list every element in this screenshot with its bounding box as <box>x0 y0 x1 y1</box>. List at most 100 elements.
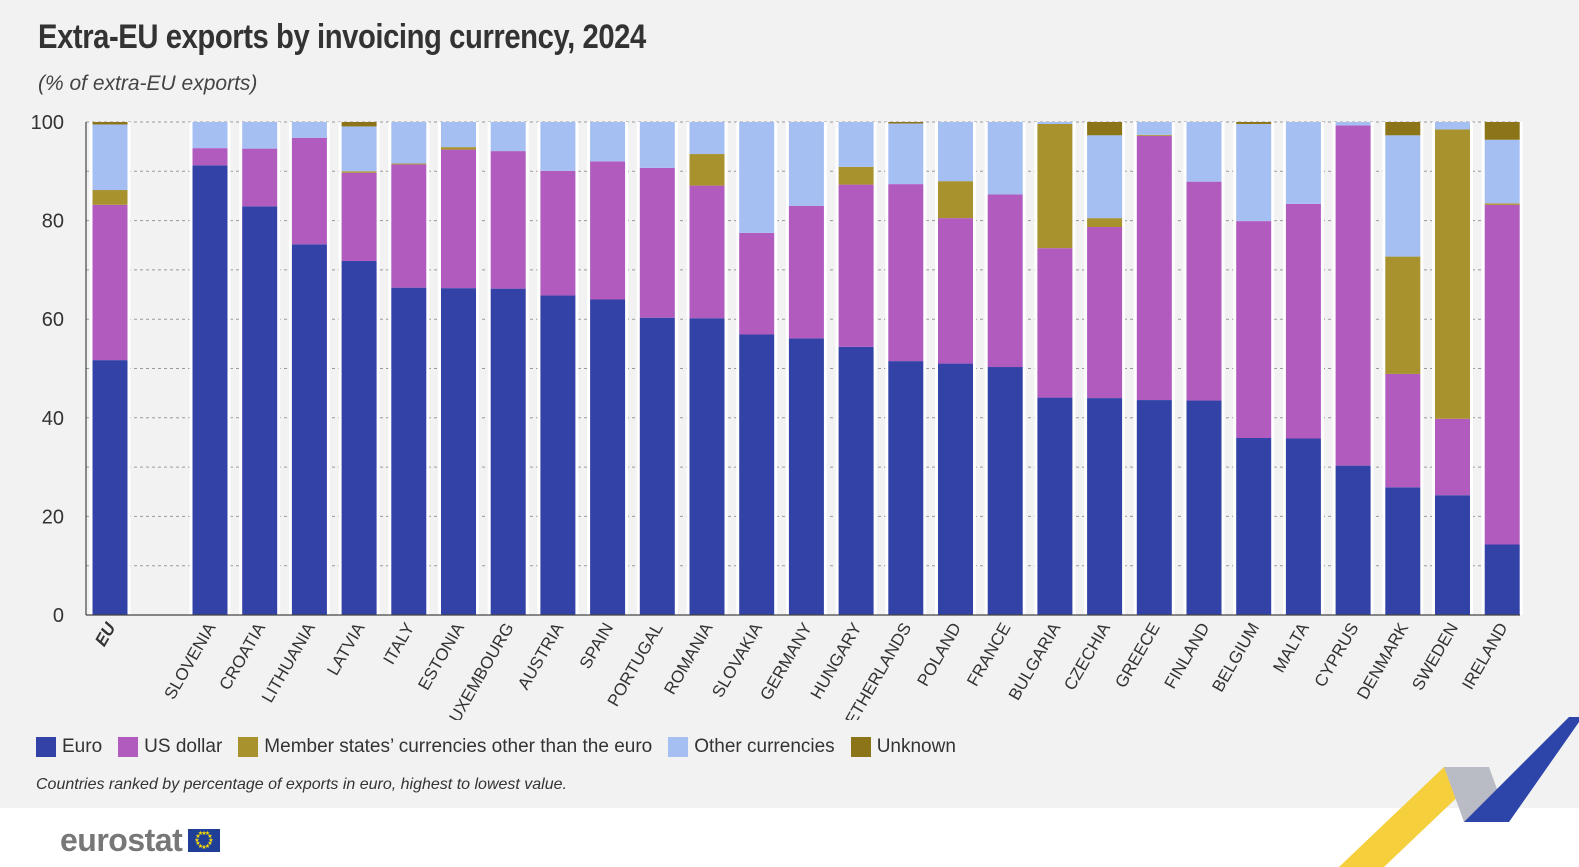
bar-segment-member-states-currencies-other-than-the-euro[interactable] <box>1136 134 1172 136</box>
bar-segment-euro[interactable] <box>1136 400 1172 615</box>
bar-segment-other-currencies[interactable] <box>1136 122 1172 135</box>
legend-item-unknown[interactable]: Unknown <box>850 736 956 758</box>
bar-segment-euro[interactable] <box>888 361 924 615</box>
bar-segment-us-dollar[interactable] <box>1435 418 1470 496</box>
bar-segment-euro[interactable] <box>341 261 377 615</box>
bar-segment-euro[interactable] <box>838 346 874 615</box>
bar-segment-euro[interactable] <box>490 288 526 615</box>
bar-segment-euro[interactable] <box>192 165 228 615</box>
bar-segment-euro[interactable] <box>1285 438 1321 615</box>
bar-segment-euro[interactable] <box>391 287 427 615</box>
bar-segment-euro[interactable] <box>788 338 824 615</box>
bar-segment-euro[interactable] <box>590 299 626 615</box>
bar-segment-other-currencies[interactable] <box>1335 122 1371 126</box>
bar-segment-other-currencies[interactable] <box>1186 122 1222 182</box>
bar-segment-unknown[interactable] <box>888 122 924 124</box>
bar-segment-member-states-currencies-other-than-the-euro[interactable] <box>938 181 973 219</box>
bar-segment-us-dollar[interactable] <box>242 148 278 207</box>
bar-segment-us-dollar[interactable] <box>788 205 824 339</box>
bar-segment-other-currencies[interactable] <box>689 122 725 155</box>
bar-segment-member-states-currencies-other-than-the-euro[interactable] <box>391 163 427 165</box>
bar-segment-euro[interactable] <box>291 244 327 615</box>
eurostat-logo[interactable]: eurostat ★ ★ ★ ★ ★ ★ ★ ★ ★ ★ ★ ★ <box>60 822 221 859</box>
bar-segment-member-states-currencies-other-than-the-euro[interactable] <box>689 154 725 186</box>
bar-segment-member-states-currencies-other-than-the-euro[interactable] <box>838 166 874 185</box>
bar-segment-other-currencies[interactable] <box>92 124 128 191</box>
bar-segment-us-dollar[interactable] <box>1136 135 1172 401</box>
bar-segment-euro[interactable] <box>1236 438 1272 615</box>
bar-segment-member-states-currencies-other-than-the-euro[interactable] <box>341 171 377 173</box>
bar-segment-us-dollar[interactable] <box>1285 203 1321 439</box>
bar-segment-member-states-currencies-other-than-the-euro[interactable] <box>1435 129 1470 419</box>
bar-segment-other-currencies[interactable] <box>540 122 576 171</box>
bar-segment-us-dollar[interactable] <box>1037 248 1073 398</box>
bar-segment-euro[interactable] <box>739 334 775 615</box>
bar-segment-us-dollar[interactable] <box>739 232 775 335</box>
bar-segment-other-currencies[interactable] <box>1435 122 1470 130</box>
bar-segment-us-dollar[interactable] <box>987 194 1023 368</box>
bar-segment-euro[interactable] <box>639 317 675 615</box>
bar-segment-other-currencies[interactable] <box>341 126 377 172</box>
bar-segment-unknown[interactable] <box>1087 122 1123 136</box>
bar-segment-euro[interactable] <box>689 318 725 615</box>
bar-segment-other-currencies[interactable] <box>490 122 526 152</box>
bar-segment-euro[interactable] <box>540 295 576 615</box>
bar-segment-unknown[interactable] <box>92 122 128 125</box>
bar-segment-euro[interactable] <box>1087 398 1123 615</box>
bar-segment-us-dollar[interactable] <box>540 170 576 296</box>
bar-segment-other-currencies[interactable] <box>888 123 924 185</box>
bar-segment-us-dollar[interactable] <box>341 172 377 262</box>
legend-item-member-states[interactable]: Member states’ currencies other than the… <box>238 736 652 758</box>
bar-segment-unknown[interactable] <box>341 122 377 127</box>
bar-segment-euro[interactable] <box>1385 487 1421 615</box>
bar-segment-euro[interactable] <box>92 360 128 615</box>
bar-segment-us-dollar[interactable] <box>689 185 725 319</box>
bar-segment-euro[interactable] <box>987 367 1023 615</box>
bar-segment-other-currencies[interactable] <box>788 122 824 206</box>
bar-segment-euro[interactable] <box>1037 397 1073 615</box>
bar-segment-us-dollar[interactable] <box>1087 227 1123 399</box>
bar-segment-other-currencies[interactable] <box>391 122 427 164</box>
bar-segment-member-states-currencies-other-than-the-euro[interactable] <box>92 190 128 205</box>
bar-segment-other-currencies[interactable] <box>242 122 278 149</box>
bar-segment-euro[interactable] <box>1335 465 1371 615</box>
bar-segment-us-dollar[interactable] <box>291 137 327 245</box>
bar-segment-euro[interactable] <box>1186 400 1222 615</box>
bar-segment-euro[interactable] <box>1435 495 1470 615</box>
bar-segment-euro[interactable] <box>1484 544 1520 615</box>
bar-segment-us-dollar[interactable] <box>391 164 427 288</box>
bar-segment-other-currencies[interactable] <box>1037 122 1073 124</box>
bar-segment-us-dollar[interactable] <box>441 149 476 289</box>
bar-segment-us-dollar[interactable] <box>1236 221 1272 439</box>
bar-segment-us-dollar[interactable] <box>639 167 675 318</box>
bar-segment-us-dollar[interactable] <box>490 151 526 289</box>
bar-segment-euro[interactable] <box>242 206 278 616</box>
bar-segment-other-currencies[interactable] <box>987 122 1023 195</box>
bar-segment-other-currencies[interactable] <box>1236 123 1272 222</box>
bar-segment-other-currencies[interactable] <box>938 122 973 182</box>
bar-segment-unknown[interactable] <box>1385 122 1421 136</box>
bar-segment-other-currencies[interactable] <box>838 122 874 167</box>
legend-item-euro[interactable]: Euro <box>36 736 102 758</box>
bar-segment-us-dollar[interactable] <box>1484 204 1520 545</box>
bar-segment-other-currencies[interactable] <box>1087 135 1123 219</box>
bar-segment-other-currencies[interactable] <box>590 122 626 162</box>
bar-segment-us-dollar[interactable] <box>1335 125 1371 466</box>
bar-segment-other-currencies[interactable] <box>739 122 775 233</box>
bar-segment-us-dollar[interactable] <box>1385 373 1421 488</box>
bar-segment-euro[interactable] <box>441 288 476 615</box>
bar-segment-other-currencies[interactable] <box>1484 139 1520 204</box>
bar-segment-member-states-currencies-other-than-the-euro[interactable] <box>1037 123 1073 249</box>
bar-segment-other-currencies[interactable] <box>291 122 327 138</box>
bar-segment-member-states-currencies-other-than-the-euro[interactable] <box>441 147 476 150</box>
bar-segment-us-dollar[interactable] <box>838 184 874 347</box>
bar-segment-unknown[interactable] <box>1484 122 1520 140</box>
bar-segment-us-dollar[interactable] <box>92 204 128 361</box>
bar-segment-member-states-currencies-other-than-the-euro[interactable] <box>1385 256 1421 374</box>
bar-segment-us-dollar[interactable] <box>1186 181 1222 401</box>
bar-segment-other-currencies[interactable] <box>441 122 476 148</box>
bar-segment-member-states-currencies-other-than-the-euro[interactable] <box>1484 203 1520 205</box>
bar-segment-us-dollar[interactable] <box>192 148 228 166</box>
bar-segment-us-dollar[interactable] <box>590 161 626 300</box>
legend-item-other[interactable]: Other currencies <box>668 736 835 758</box>
